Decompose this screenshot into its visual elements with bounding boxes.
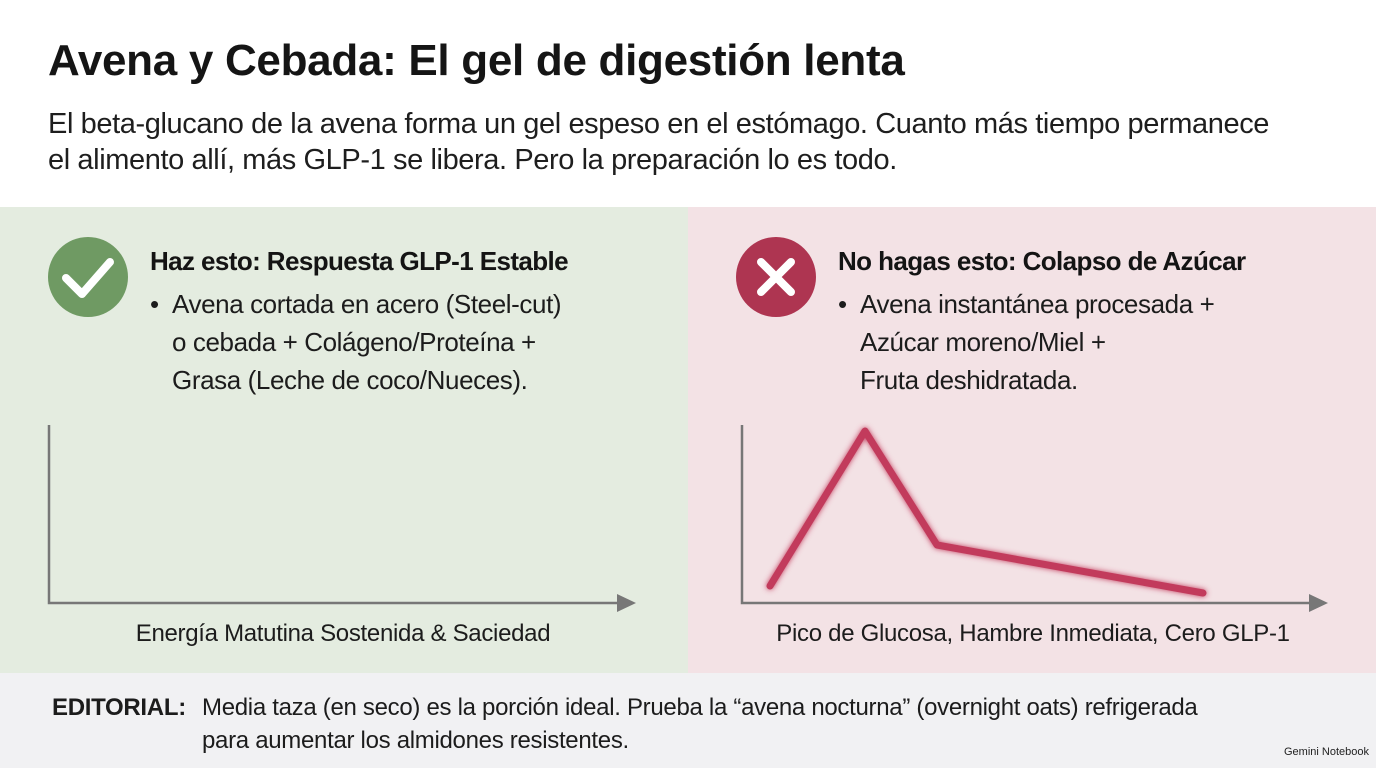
title: Avena y Cebada: El gel de digestión lent… bbox=[48, 36, 905, 85]
chart-caption: Energía Matutina Sostenida & Saciedad bbox=[135, 620, 551, 647]
axis-arrow bbox=[617, 594, 636, 612]
chart-caption: Pico de Glucosa, Hambre Inmediata, Cero … bbox=[776, 620, 1290, 647]
panel-heading: No hagas esto: Colapso de Azúcar bbox=[838, 246, 1246, 276]
spike-curve bbox=[766, 427, 1207, 597]
editorial-line: Media taza (en seco) es la porción ideal… bbox=[202, 694, 1198, 721]
editorial-band bbox=[0, 673, 1376, 768]
editorial-label: EDITORIAL: bbox=[52, 694, 186, 721]
bullet-dot: • bbox=[150, 289, 159, 319]
panel-heading: Haz esto: Respuesta GLP-1 Estable bbox=[150, 246, 569, 276]
axis bbox=[740, 425, 1312, 605]
bullet-line: o cebada + Colágeno/Proteína + bbox=[172, 327, 536, 357]
bullet-line: Avena cortada en acero (Steel-cut) bbox=[172, 289, 562, 319]
x-mark bbox=[757, 258, 795, 296]
bullet-line: Fruta deshidratada. bbox=[860, 365, 1078, 395]
editorial-line: para aumentar los almidones resistentes. bbox=[202, 727, 629, 754]
axis-arrow bbox=[1309, 594, 1328, 612]
check-mark bbox=[62, 258, 114, 298]
watermark: Gemini Notebook bbox=[1284, 746, 1369, 758]
bullet-line: Avena instantánea procesada + bbox=[860, 289, 1215, 319]
bullet-line: Grasa (Leche de coco/Nueces). bbox=[172, 365, 528, 395]
subtitle-line: El beta-glucano de la avena forma un gel… bbox=[48, 108, 1270, 140]
check-icon bbox=[48, 237, 128, 317]
axis bbox=[47, 425, 620, 605]
subtitle-line: el alimento allí, más GLP-1 se libera. P… bbox=[48, 144, 897, 176]
bullet-line: Azúcar moreno/Miel + bbox=[860, 327, 1106, 357]
bullet-dot: • bbox=[838, 289, 847, 319]
